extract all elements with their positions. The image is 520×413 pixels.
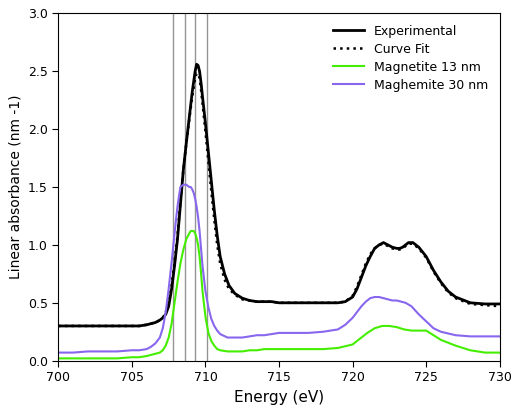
Experimental — [172, 263, 178, 268]
Experimental — [193, 62, 200, 67]
Curve Fit — [214, 242, 220, 247]
Line: Magnetite 13 nm: Magnetite 13 nm — [58, 231, 500, 358]
Experimental — [222, 271, 228, 276]
Maghemite 30 nm — [497, 334, 503, 339]
Maghemite 30 nm — [55, 350, 61, 355]
Magnetite 13 nm — [183, 237, 189, 242]
Curve Fit — [55, 323, 61, 328]
Experimental — [214, 233, 220, 238]
Maghemite 30 nm — [217, 332, 223, 337]
Curve Fit — [172, 260, 178, 265]
Legend: Experimental, Curve Fit, Magnetite 13 nm, Maghemite 30 nm: Experimental, Curve Fit, Magnetite 13 nm… — [328, 19, 493, 97]
Line: Experimental: Experimental — [58, 64, 500, 326]
Curve Fit — [497, 304, 503, 309]
Magnetite 13 nm — [188, 228, 194, 233]
Maghemite 30 nm — [173, 217, 179, 222]
Maghemite 30 nm — [402, 300, 409, 305]
Magnetite 13 nm — [482, 350, 488, 355]
Maghemite 30 nm — [394, 298, 400, 303]
X-axis label: Energy (eV): Energy (eV) — [234, 390, 324, 405]
Experimental — [283, 300, 290, 305]
Curve Fit — [198, 87, 204, 92]
Y-axis label: Linear absorbance (nm -1): Linear absorbance (nm -1) — [8, 95, 22, 279]
Experimental — [199, 94, 205, 99]
Magnetite 13 nm — [291, 347, 297, 351]
Curve Fit — [193, 71, 200, 76]
Magnetite 13 nm — [177, 261, 184, 266]
Magnetite 13 nm — [208, 339, 214, 344]
Curve Fit — [222, 277, 228, 282]
Maghemite 30 nm — [180, 182, 187, 187]
Line: Maghemite 30 nm: Maghemite 30 nm — [58, 185, 500, 353]
Experimental — [55, 323, 61, 328]
Curve Fit — [283, 300, 290, 305]
Maghemite 30 nm — [423, 319, 430, 324]
Magnetite 13 nm — [497, 350, 503, 355]
Curve Fit — [199, 101, 205, 106]
Experimental — [497, 301, 503, 306]
Maghemite 30 nm — [190, 190, 197, 195]
Magnetite 13 nm — [55, 356, 61, 361]
Magnetite 13 nm — [202, 314, 209, 319]
Experimental — [198, 80, 204, 85]
Line: Curve Fit: Curve Fit — [58, 74, 500, 326]
